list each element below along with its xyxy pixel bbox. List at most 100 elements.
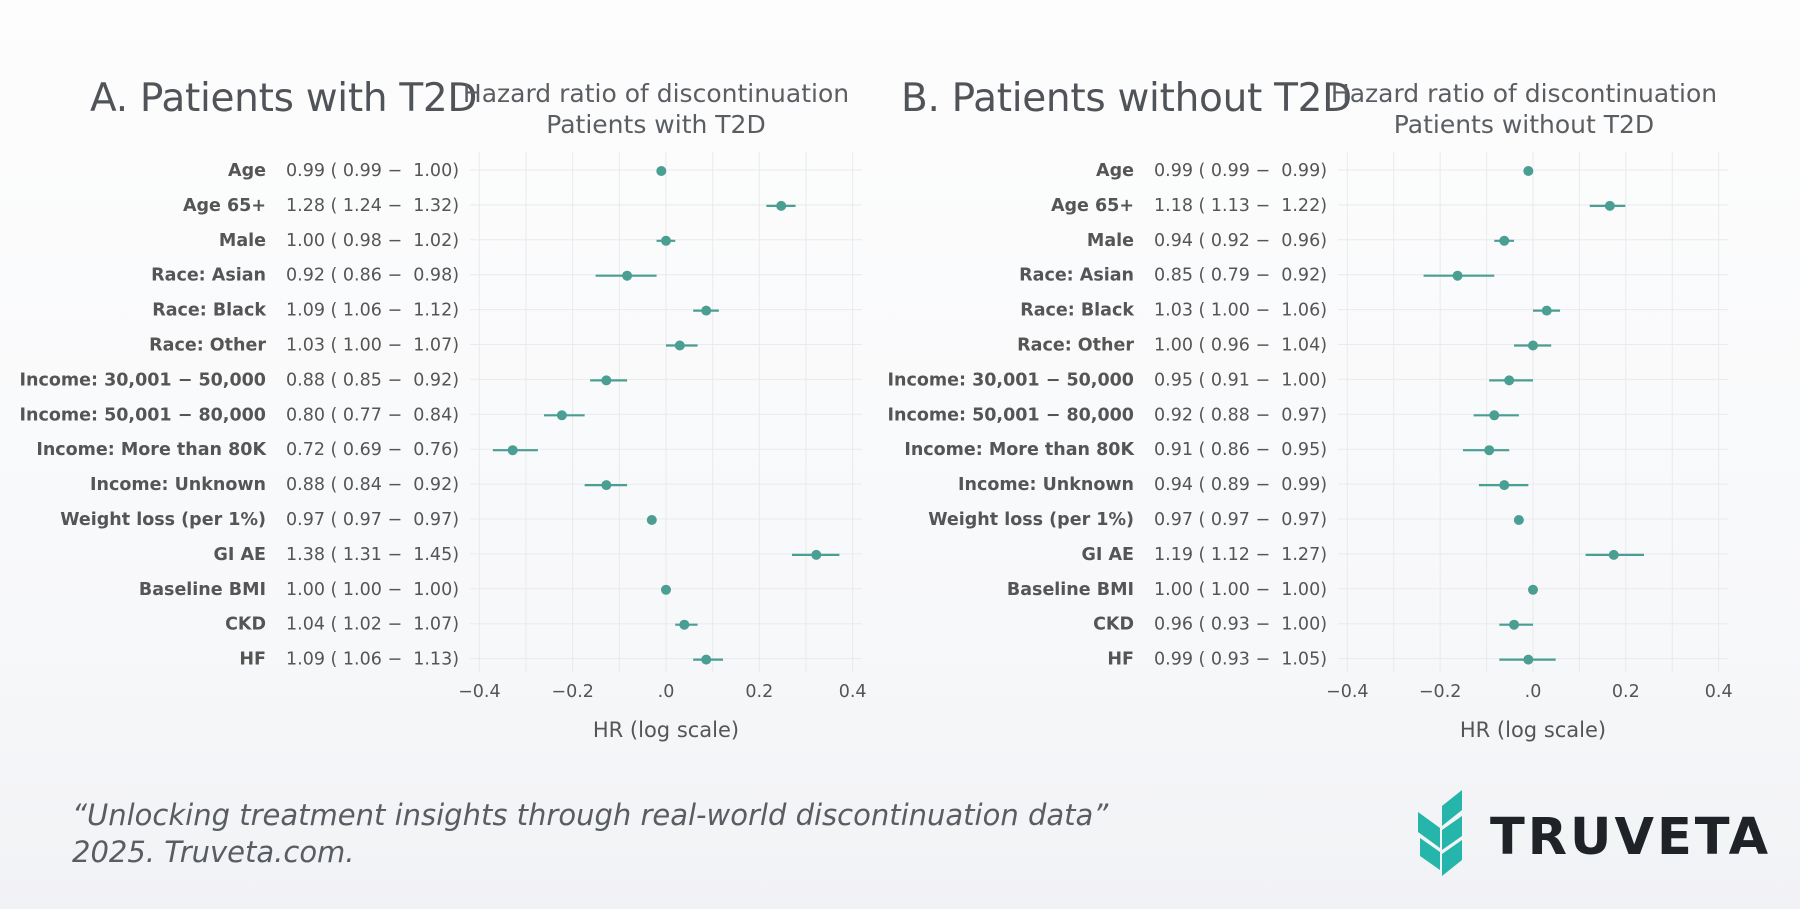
hr-point (661, 235, 671, 246)
hr-ci-label: 0.85 ( 0.79 − 0.92) (1154, 266, 1327, 286)
hr-point (811, 549, 822, 560)
x-tick-label: 0.4 (1705, 682, 1733, 702)
chart-b-title-line2: Patients without T2D (1393, 110, 1655, 139)
hr-ci-label: 0.94 ( 0.92 − 0.96) (1154, 231, 1327, 251)
x-tick-label: 0.4 (839, 682, 867, 702)
row-label: Income: Unknown (90, 475, 266, 495)
row-label: Race: Asian (151, 266, 266, 286)
row-label: Baseline BMI (1007, 580, 1134, 600)
row-label: Race: Black (1020, 301, 1134, 321)
hr-ci-label: 1.00 ( 1.00 − 1.00) (286, 580, 459, 600)
hr-ci-label: 0.97 ( 0.97 − 0.97) (1154, 510, 1327, 530)
hr-point (601, 480, 612, 491)
x-axis-label: HR (log scale) (593, 718, 739, 742)
x-tick-label: −0.2 (1419, 682, 1462, 702)
row-label: Weight loss (per 1%) (928, 510, 1134, 530)
hr-point (661, 584, 671, 595)
x-tick-label: .0 (1525, 682, 1542, 702)
hr-point (1523, 654, 1534, 665)
hr-point (1608, 549, 1619, 560)
hr-ci-label: 1.19 ( 1.12 − 1.27) (1154, 545, 1327, 565)
x-tick-label: .0 (658, 682, 675, 702)
row-label: Income: 30,001 − 50,000 (888, 370, 1134, 390)
citation-quote: “Unlocking treatment insights through re… (72, 797, 1108, 871)
row-label: Age (228, 161, 266, 181)
row-label: Age 65+ (183, 196, 266, 216)
row-label: Male (1087, 231, 1134, 251)
x-tick-label: 0.2 (745, 682, 773, 702)
chart-b-title: Hazard ratio of discontinuation Patients… (1314, 78, 1734, 140)
hr-point (656, 166, 667, 176)
hr-point (1509, 619, 1520, 630)
hr-point (1523, 166, 1534, 176)
row-label: Race: Black (152, 301, 266, 321)
hr-ci-label: 0.80 ( 0.77 − 0.84) (286, 405, 459, 425)
hr-point (1541, 305, 1552, 316)
x-tick-label: −0.2 (551, 682, 594, 702)
hr-point (1504, 375, 1515, 386)
row-label: GI AE (1082, 545, 1134, 565)
row-label: Race: Asian (1019, 266, 1134, 286)
hr-ci-label: 0.91 ( 0.86 − 0.95) (1154, 440, 1327, 460)
row-label: HF (239, 650, 266, 670)
hr-ci-label: 0.97 ( 0.97 − 0.97) (286, 510, 459, 530)
row-label: Income: More than 80K (36, 440, 267, 460)
row-label: Age 65+ (1051, 196, 1134, 216)
hr-ci-label: 0.96 ( 0.93 − 1.00) (1154, 615, 1327, 635)
chart-b-title-line1: Hazard ratio of discontinuation (1330, 79, 1718, 108)
hr-ci-label: 1.04 ( 1.02 − 1.07) (286, 615, 459, 635)
hr-ci-label: 1.09 ( 1.06 − 1.13) (286, 650, 459, 670)
citation-line2: 2025. Truveta.com. (72, 835, 355, 869)
row-label: Income: Unknown (958, 475, 1134, 495)
hr-ci-label: 0.88 ( 0.84 − 0.92) (286, 475, 459, 495)
chart-a-title-line2: Patients with T2D (546, 110, 766, 139)
hr-point (701, 305, 712, 316)
row-label: Race: Other (149, 336, 266, 356)
hr-point (674, 340, 685, 351)
row-label: CKD (1093, 615, 1134, 635)
hr-ci-label: 0.94 ( 0.89 − 0.99) (1154, 475, 1327, 495)
truveta-logo-icon (1418, 790, 1462, 876)
forest-plot-a: Age 0.99 ( 0.99 − 1.00) Age 65+ 1.28 ( 1.24… (20, 152, 867, 742)
row-label: Income: 50,001 − 80,000 (20, 405, 266, 425)
hr-point (776, 200, 787, 211)
row-label: Income: More than 80K (904, 440, 1135, 460)
hr-point (1499, 480, 1510, 491)
hr-point (507, 445, 518, 456)
x-axis-label: HR (log scale) (1460, 718, 1606, 742)
hr-point (679, 619, 690, 630)
hr-ci-label: 0.99 ( 0.99 − 0.99) (1154, 161, 1327, 181)
hr-ci-label: 0.72 ( 0.69 − 0.76) (286, 440, 459, 460)
hr-point (1452, 270, 1463, 281)
hr-point (701, 654, 712, 665)
chart-a-title: Hazard ratio of discontinuation Patients… (446, 78, 866, 140)
hr-ci-label: 1.03 ( 1.00 − 1.07) (286, 336, 459, 356)
forest-plot-b: Age 0.99 ( 0.99 − 0.99) Age 65+ 1.18 ( 1.13… (888, 152, 1733, 742)
hr-ci-label: 1.00 ( 0.98 − 1.02) (286, 231, 459, 251)
hr-ci-label: 1.38 ( 1.31 − 1.45) (286, 545, 459, 565)
row-label: HF (1107, 650, 1134, 670)
hr-point (1528, 584, 1538, 595)
hr-point (601, 375, 612, 386)
row-label: Weight loss (per 1%) (60, 510, 266, 530)
hr-ci-label: 0.99 ( 0.99 − 1.00) (286, 161, 459, 181)
hr-point (1604, 200, 1615, 211)
hr-point (1528, 340, 1538, 351)
row-label: Age (1096, 161, 1134, 181)
hr-ci-label: 0.99 ( 0.93 − 1.05) (1154, 650, 1327, 670)
panel-a-title: A. Patients with T2D (90, 76, 478, 121)
hr-ci-label: 1.00 ( 0.96 − 1.04) (1154, 336, 1327, 356)
hr-ci-label: 0.95 ( 0.91 − 1.00) (1154, 370, 1327, 390)
hr-point (556, 410, 567, 421)
row-label: Baseline BMI (139, 580, 266, 600)
row-label: Male (219, 231, 266, 251)
citation-line1: “Unlocking treatment insights through re… (72, 798, 1109, 832)
brand-wordmark: TRUVETA (1490, 808, 1772, 867)
x-tick-label: −0.4 (458, 682, 501, 702)
row-label: CKD (225, 615, 266, 635)
hr-ci-label: 1.09 ( 1.06 − 1.12) (286, 301, 459, 321)
hr-ci-label: 1.28 ( 1.24 − 1.32) (286, 196, 459, 216)
hr-point (1484, 445, 1495, 456)
hr-ci-label: 1.03 ( 1.00 − 1.06) (1154, 301, 1327, 321)
